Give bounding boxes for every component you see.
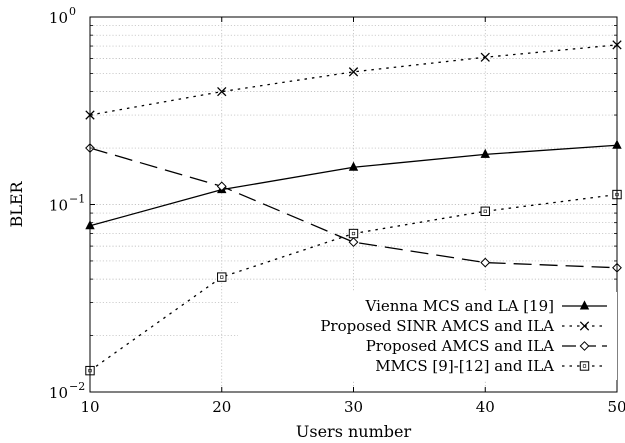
y-tick-exponent: −2 [69, 380, 85, 393]
series-line [89, 147, 618, 269]
legend-entry: Vienna MCS and LA [19] [365, 297, 607, 315]
x-axis-label: Users number [296, 422, 412, 441]
diamond-marker [480, 257, 491, 268]
x-tick-label: 10 [80, 398, 99, 416]
square-marker [348, 228, 359, 239]
diamond-marker [348, 237, 359, 248]
cross-marker [579, 321, 590, 331]
cross-marker [217, 86, 227, 97]
x-tick-label: 20 [212, 398, 231, 416]
square-marker [579, 361, 590, 371]
y-tick-exponent: 0 [69, 5, 76, 18]
diamond-marker [216, 181, 227, 192]
legend-entry: Proposed SINR AMCS and ILA [320, 317, 607, 335]
legend-label: Vienna MCS and LA [19] [365, 297, 554, 315]
legend-background [238, 292, 617, 380]
y-tick-label: 10 [49, 9, 68, 27]
legend: Vienna MCS and LA [19] Proposed SINR AMCS… [238, 292, 617, 380]
legend-entry: Proposed AMCS and ILA [366, 337, 607, 355]
legend-label: MMCS [9]-[12] and ILA [375, 357, 554, 375]
square-marker [480, 206, 490, 216]
series-line [89, 44, 618, 116]
x-tick-label: 40 [476, 398, 495, 416]
legend-label: Proposed AMCS and ILA [366, 337, 554, 355]
cross-marker [480, 52, 490, 62]
diamond-marker [579, 341, 590, 351]
cross-marker [348, 67, 359, 77]
legend-entry: MMCS [9]-[12] and ILA [375, 357, 607, 375]
series-line [89, 144, 618, 227]
triangle-marker [348, 161, 359, 171]
y-tick-exponent: −1 [69, 193, 85, 206]
triangle-marker [480, 148, 490, 158]
y-tick-label: 10 [49, 384, 68, 402]
triangle-marker [579, 300, 590, 310]
y-axis-label: BLER [7, 180, 26, 227]
square-marker [217, 272, 227, 282]
legend-label: Proposed SINR AMCS and ILA [320, 317, 554, 335]
y-tick-label: 10 [49, 197, 68, 215]
x-tick-label: 30 [344, 398, 363, 416]
x-tick-label: 50 [607, 398, 625, 416]
